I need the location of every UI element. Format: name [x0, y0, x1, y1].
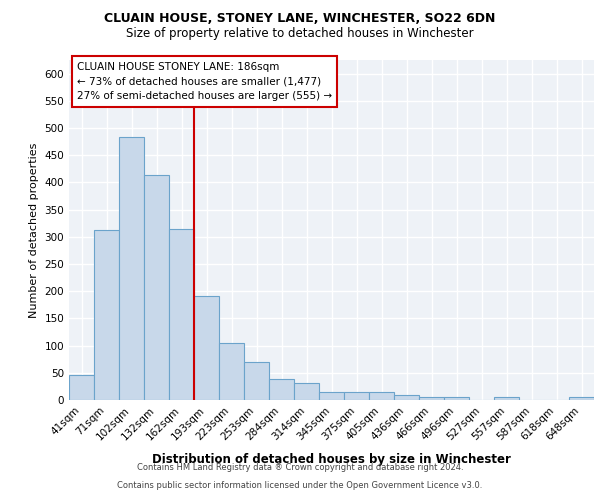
Bar	[269, 380, 294, 400]
Bar	[219, 343, 244, 400]
Bar	[69, 375, 94, 400]
Bar	[394, 395, 419, 400]
Bar	[419, 398, 444, 400]
Text: Size of property relative to detached houses in Winchester: Size of property relative to detached ho…	[126, 28, 474, 40]
Text: CLUAIN HOUSE, STONEY LANE, WINCHESTER, SO22 6DN: CLUAIN HOUSE, STONEY LANE, WINCHESTER, S…	[104, 12, 496, 26]
Bar	[94, 230, 119, 400]
Y-axis label: Number of detached properties: Number of detached properties	[29, 142, 39, 318]
Bar	[444, 398, 469, 400]
Bar	[144, 175, 169, 400]
Bar	[119, 137, 144, 400]
Text: CLUAIN HOUSE STONEY LANE: 186sqm
← 73% of detached houses are smaller (1,477)
27: CLUAIN HOUSE STONEY LANE: 186sqm ← 73% o…	[77, 62, 332, 102]
Bar	[169, 228, 194, 400]
Bar	[294, 383, 319, 400]
Bar	[319, 392, 344, 400]
Bar	[494, 398, 519, 400]
Bar	[344, 392, 369, 400]
Bar	[369, 392, 394, 400]
Bar	[569, 398, 594, 400]
Bar	[194, 296, 219, 400]
X-axis label: Distribution of detached houses by size in Winchester: Distribution of detached houses by size …	[152, 453, 511, 466]
Bar	[244, 362, 269, 400]
Text: Contains HM Land Registry data ® Crown copyright and database right 2024.: Contains HM Land Registry data ® Crown c…	[137, 464, 463, 472]
Text: Contains public sector information licensed under the Open Government Licence v3: Contains public sector information licen…	[118, 481, 482, 490]
